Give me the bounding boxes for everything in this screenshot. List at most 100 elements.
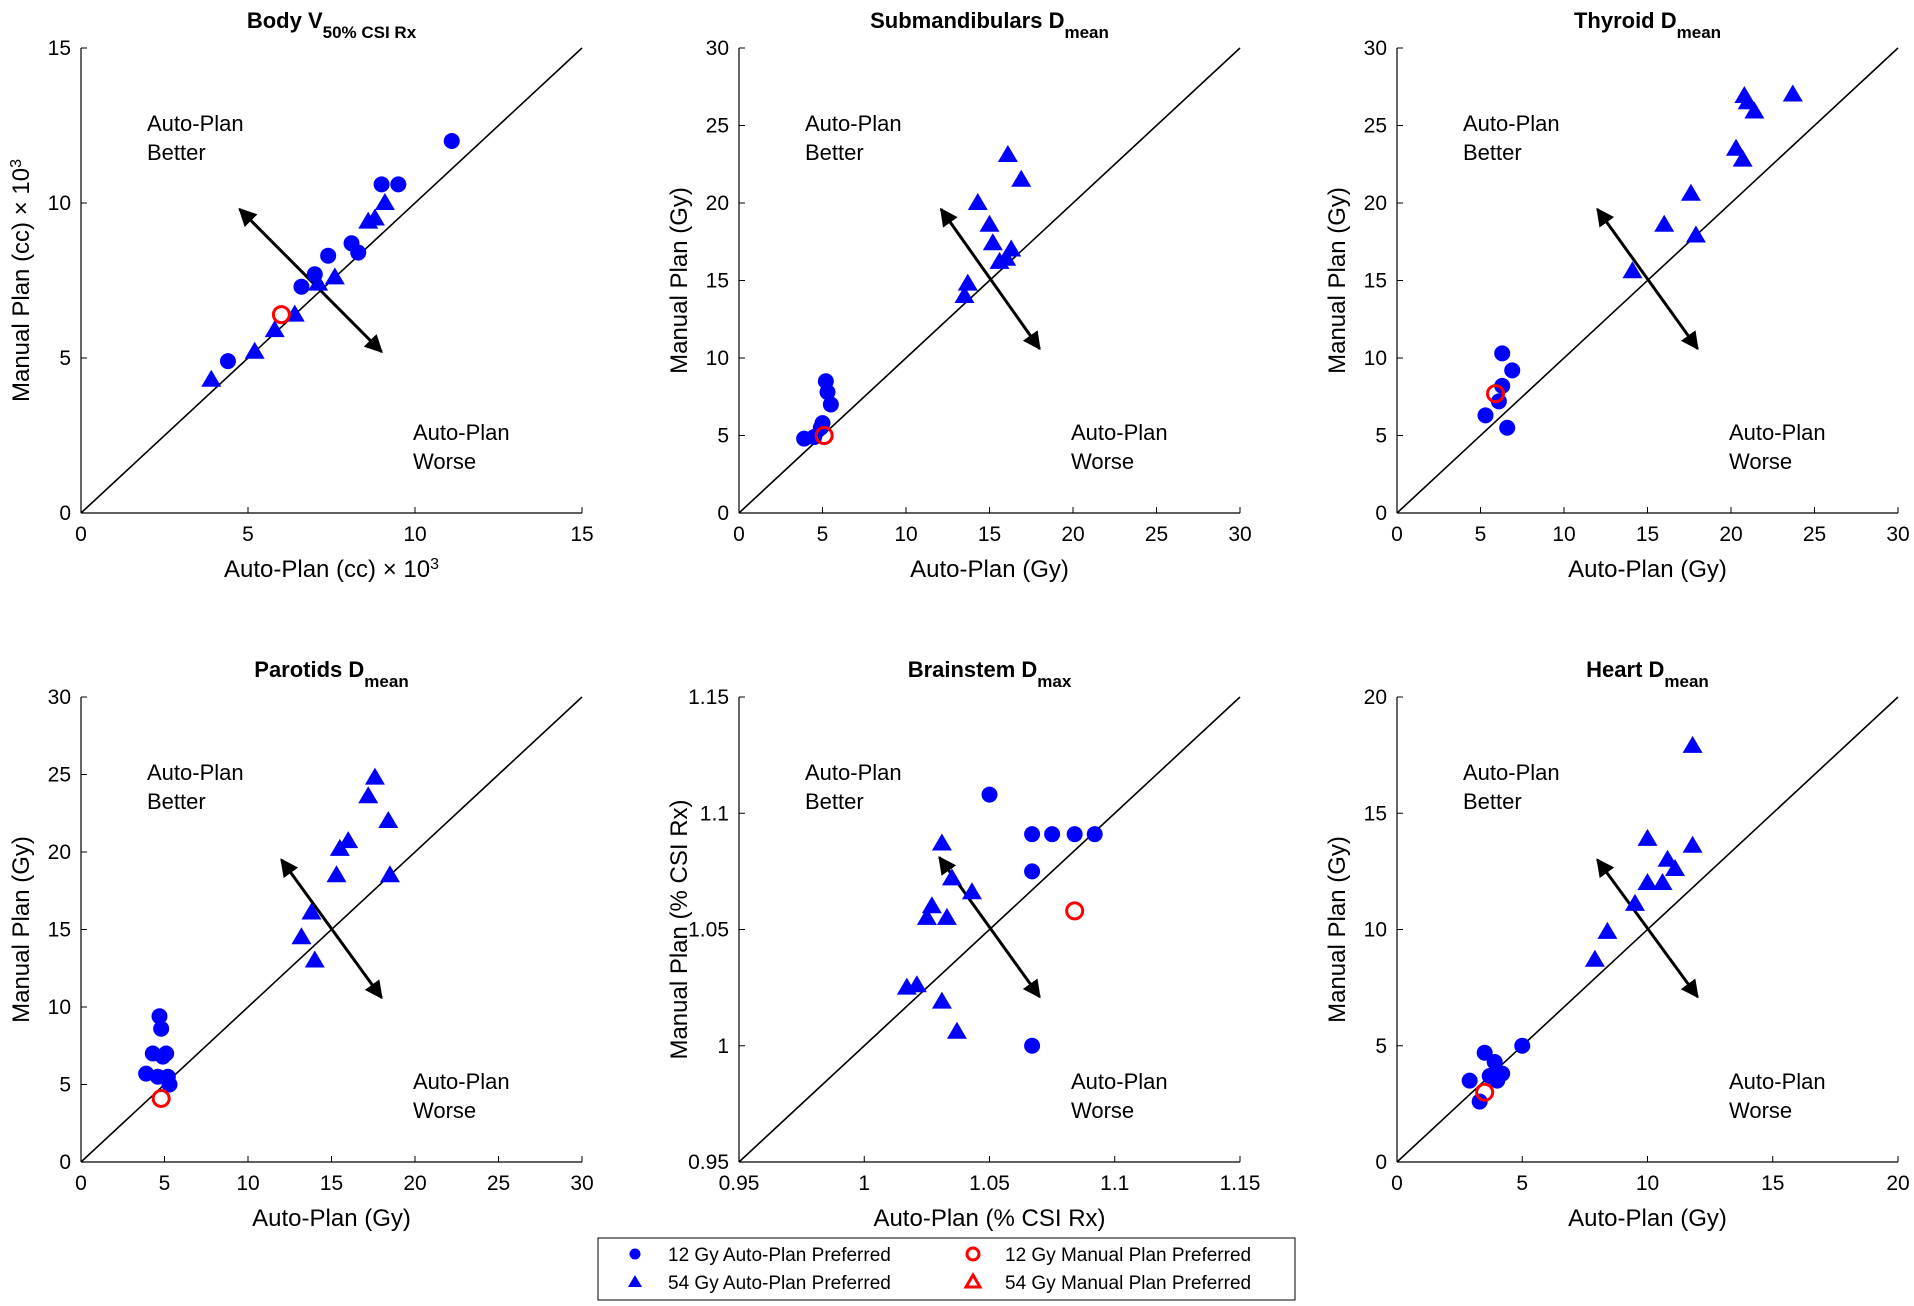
data-point — [1782, 84, 1803, 102]
panel-6-xtick-label: 10 — [1636, 1172, 1659, 1195]
panel-3-ylabel: Manual Plan (Gy) — [1324, 187, 1351, 374]
panel-6-xtick-label: 15 — [1761, 1172, 1784, 1195]
legend-box — [597, 1237, 1296, 1301]
data-point — [1665, 859, 1686, 877]
data-point — [1726, 138, 1747, 156]
panel-1-annot-better: Auto-Plan Better — [147, 111, 244, 165]
panel-3-annot-worse: Auto-Plan Worse — [1729, 420, 1826, 474]
data-point — [1654, 214, 1675, 232]
panel-5-xlabel: Auto-Plan (% CSI Rx) — [873, 1205, 1105, 1232]
panel-4-xtick-label: 15 — [320, 1172, 343, 1195]
panel-6-ytick-label: 20 — [1364, 686, 1387, 709]
panel-3-ytick-label: 0 — [1375, 502, 1387, 525]
legend-item-54gy-manual: 54 Gy Manual Plan Preferred — [963, 1272, 1251, 1294]
data-point — [1476, 1044, 1493, 1061]
panel-5-ytick-label: 0.95 — [688, 1151, 729, 1174]
panel-4-annot-worse: Auto-Plan Worse — [413, 1069, 510, 1123]
legend-item-12gy-auto: 12 Gy Auto-Plan Preferred — [629, 1245, 891, 1266]
panel-5-ytick-label: 1.05 — [688, 919, 729, 942]
data-point — [1637, 873, 1658, 890]
panel-6-ylabel: Manual Plan (Gy) — [1324, 836, 1351, 1023]
data-point — [291, 927, 312, 945]
data-point — [1486, 1054, 1503, 1071]
panel-6: 0 5 10 15 20 0 5 10 15 20 Heart Dmean Auto-Plan (Gy… — [1324, 657, 1910, 1232]
panel-3-title: Thyroid Dmean — [1574, 8, 1721, 42]
panel-2-ytick-label: 25 — [706, 115, 729, 138]
data-point — [219, 353, 236, 370]
legend-marker-12gy-auto — [629, 1248, 641, 1260]
data-point — [967, 193, 988, 210]
data-point — [364, 767, 385, 785]
panel-2-ytick-label: 10 — [706, 347, 729, 370]
legend-label-54gy-manual: 54 Gy Manual Plan Preferred — [1005, 1273, 1251, 1294]
panel-3-xtick-label: 20 — [1719, 523, 1742, 546]
data-point — [822, 396, 839, 413]
panel-2-annot-better: Auto-Plan Better — [805, 111, 902, 165]
data-point — [308, 273, 329, 291]
data-point — [936, 907, 957, 925]
data-point — [1024, 826, 1041, 843]
panel-4-xtick-label: 20 — [403, 1172, 426, 1195]
panel-2-xtick-label: 0 — [733, 523, 745, 546]
panel-4-ylabel: Manual Plan (Gy) — [8, 836, 35, 1023]
panel-1-xtick-label: 5 — [242, 523, 254, 546]
panel-2-xtick-label: 25 — [1145, 523, 1168, 546]
data-point — [379, 865, 400, 883]
legend-item-54gy-auto: 54 Gy Auto-Plan Preferred — [628, 1273, 891, 1294]
data-point — [1024, 1037, 1041, 1054]
panel-2-ytick-label: 15 — [706, 270, 729, 293]
panel-5-series-12gy-manual — [1065, 901, 1085, 921]
panel-3-series-54gy-auto — [1622, 84, 1803, 279]
data-point — [161, 1076, 178, 1093]
legend-label-12gy-auto: 12 Gy Auto-Plan Preferred — [668, 1245, 891, 1266]
panel-1-series-12gy-auto — [219, 133, 460, 370]
data-point — [1494, 377, 1511, 394]
legend-item-12gy-manual: 12 Gy Manual Plan Preferred — [965, 1245, 1251, 1266]
panel-2-xtick-label: 5 — [817, 523, 829, 546]
data-point — [1680, 183, 1701, 201]
panel-2-ylabel: Manual Plan (Gy) — [666, 187, 693, 374]
panel-4-series-54gy-auto — [291, 767, 400, 968]
data-point — [358, 786, 379, 804]
data-point — [1471, 1093, 1488, 1110]
data-point — [151, 1008, 168, 1025]
panel-4-ytick-label: 5 — [59, 1074, 71, 1097]
data-point — [1475, 1082, 1495, 1102]
panel-2-direction-arrow — [939, 207, 1041, 351]
data-point — [997, 144, 1018, 162]
data-point — [304, 950, 325, 968]
panel-2: 0 5 10 15 20 25 30 0 5 10 15 20 25 30 Submandibulars D… — [666, 8, 1252, 583]
data-point — [1499, 419, 1516, 436]
data-point — [374, 193, 395, 210]
legend-marker-12gy-manual — [965, 1246, 981, 1262]
panel-5-annot-worse: Auto-Plan Worse — [1071, 1069, 1168, 1123]
panel-6-xtick-label: 0 — [1391, 1172, 1403, 1195]
legend-marker-54gy-manual — [963, 1272, 983, 1289]
data-point — [961, 882, 982, 900]
panel-5-xtick-label: 1.05 — [969, 1172, 1010, 1195]
panel-3-ytick-label: 10 — [1364, 347, 1387, 370]
panel-1-series-54gy-auto — [201, 193, 395, 387]
data-point — [378, 811, 399, 828]
data-point — [931, 833, 952, 851]
data-point — [324, 267, 345, 285]
panel-2-xtick-label: 10 — [894, 523, 917, 546]
panel-1-ylabel: Manual Plan (cc) × 103 — [8, 159, 36, 402]
panel-2-xtick-label: 20 — [1061, 523, 1084, 546]
panel-3: 0 5 10 15 20 25 30 0 5 10 15 20 25 30 Thyroid Dmean Aut… — [1324, 8, 1910, 583]
data-point — [941, 868, 962, 886]
panel-2-xlabel: Auto-Plan (Gy) — [910, 556, 1069, 583]
panel-4-xtick-label: 25 — [487, 1172, 510, 1195]
panel-6-series-12gy-manual — [1475, 1082, 1495, 1102]
panel-4: 0 5 10 15 20 25 30 0 5 10 15 20 25 30 Parotids Dmean Au… — [8, 657, 594, 1232]
panel-3-xtick-label: 25 — [1803, 523, 1826, 546]
panel-5-xtick-label: 1.1 — [1100, 1172, 1129, 1195]
data-point — [1682, 735, 1703, 753]
data-point — [1024, 863, 1041, 880]
data-point — [390, 176, 407, 193]
panel-2-xtick-label: 30 — [1228, 523, 1251, 546]
legend-marker-54gy-auto — [628, 1275, 642, 1287]
data-point — [244, 341, 265, 359]
data-point — [979, 214, 1000, 232]
panel-3-ytick-label: 20 — [1364, 192, 1387, 215]
